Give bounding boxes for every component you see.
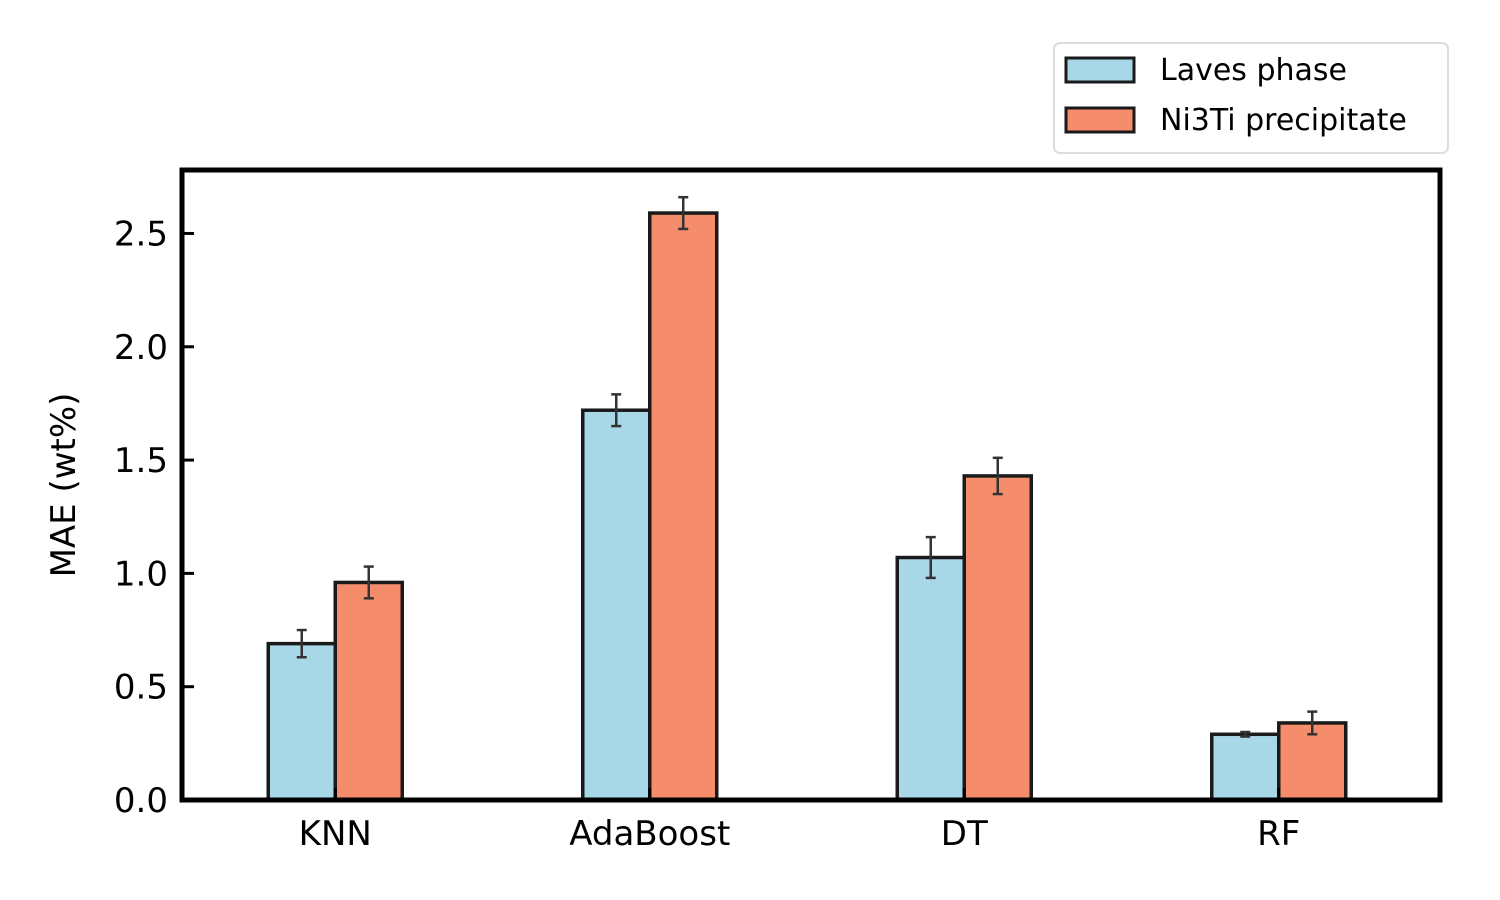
legend-label-2: Ni3Ti precipitate (1160, 103, 1407, 138)
error-bar-rf-series-2 (1307, 710, 1318, 736)
bar-dt-series-1 (895, 555, 966, 802)
plot-frame (179, 167, 1443, 803)
y-tick-label: 1.0 (114, 554, 168, 594)
error-bar-adaboost-series-1 (611, 393, 622, 428)
x-tick-label-rf: RF (1257, 814, 1300, 854)
y-tick-label: 0.5 (114, 668, 168, 708)
y-axis-ticks: 0.0 0.5 1.0 1.5 2.0 2.5 (114, 214, 194, 821)
legend-swatch-2 (1064, 106, 1136, 134)
y-tick-label: 2.5 (114, 214, 168, 254)
y-axis-title: MAE (wt%) (44, 393, 84, 578)
bar-knn-series-1 (266, 641, 337, 802)
x-tick-label-knn: KNN (299, 814, 372, 854)
legend-label-1: Laves phase (1160, 53, 1347, 88)
error-bar-adaboost-series-2 (678, 195, 689, 231)
legend-swatch-1 (1064, 56, 1136, 84)
error-bar-knn-series-2 (363, 565, 374, 600)
y-tick-label: 0.0 (114, 781, 168, 821)
bar-rf-series-1 (1210, 732, 1281, 802)
error-bar-knn-series-1 (296, 628, 307, 659)
x-tick-label-dt: DT (941, 814, 988, 854)
legend-box (1053, 42, 1449, 154)
error-bar-dt-series-1 (925, 535, 936, 580)
bar-dt-series-2 (962, 474, 1033, 802)
error-bar-rf-series-1 (1240, 730, 1251, 738)
x-tick-label-adaboost: AdaBoost (569, 814, 730, 854)
y-tick-label: 1.5 (114, 441, 168, 481)
bar-knn-series-2 (333, 580, 404, 802)
legend: Laves phase Ni3Ti precipitate (1053, 42, 1449, 154)
bar-adaboost-series-1 (581, 408, 652, 802)
y-tick-label: 2.0 (114, 328, 168, 368)
bars-layer (266, 211, 1348, 802)
x-axis-ticks: KNN AdaBoost DT RF (299, 788, 1300, 854)
bar-adaboost-series-2 (648, 211, 719, 802)
error-bar-dt-series-2 (992, 456, 1003, 496)
error-bars-layer (296, 195, 1318, 738)
